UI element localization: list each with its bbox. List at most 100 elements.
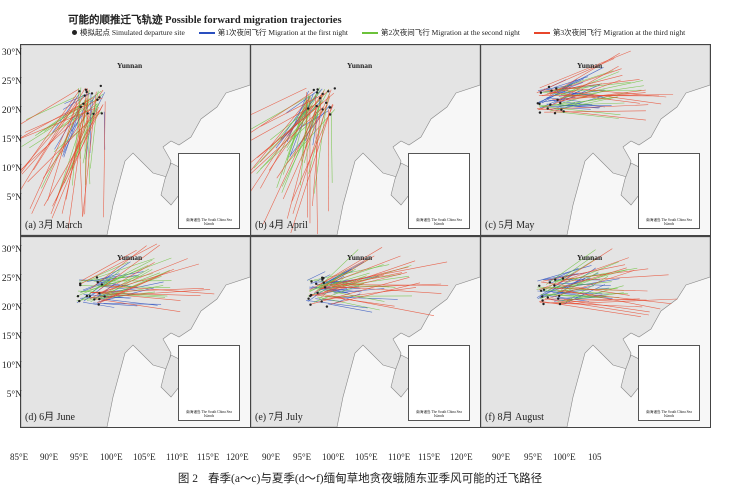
trajectory-line — [312, 93, 322, 207]
trajectory-line — [251, 106, 324, 174]
trajectory-line — [335, 261, 448, 284]
south-china-sea-inset: 南海诸岛 The South China Sea Islands — [408, 153, 470, 229]
departure-site-point — [92, 112, 95, 116]
departure-site-point — [329, 113, 332, 116]
trajectory-line — [538, 96, 619, 108]
panel-label: (b) 4月 April — [255, 220, 308, 231]
trajectory-line — [61, 100, 89, 214]
trajectory-line — [103, 270, 171, 299]
departure-site-point — [76, 295, 80, 298]
region-label: Yunnan — [347, 253, 373, 262]
trajectory-line — [549, 91, 640, 104]
departure-site-point — [79, 283, 82, 287]
trajectory-line — [309, 268, 356, 292]
trajectory-line — [544, 287, 648, 292]
trajectory-line — [310, 274, 331, 285]
trajectory-line — [251, 98, 309, 171]
departure-site-point — [85, 90, 88, 94]
trajectory-line — [21, 96, 85, 171]
trajectory-line — [308, 93, 330, 174]
lon-label: 110°E — [388, 452, 411, 462]
trajectory-line — [29, 103, 99, 149]
trajectory-line — [95, 281, 138, 288]
lon-label: 105 — [588, 452, 602, 462]
figure-caption: 图 2 春季(a～c)与夏季(d～f)缅甸草地贪夜蛾随东亚季风可能的迁飞路径 — [0, 470, 730, 486]
trajectory-line — [270, 100, 320, 141]
trajectory-line — [315, 95, 318, 235]
trajectory-line — [313, 264, 390, 281]
trajectory-line — [33, 87, 86, 171]
lat-label: 25°N — [1, 77, 22, 87]
trajectory-line — [77, 105, 83, 217]
legend-item-night3: 第3次夜间飞行 Migration at the third night — [533, 27, 685, 38]
lon-label: 95°E — [524, 452, 543, 462]
trajectory-line — [544, 110, 646, 113]
departure-site-point — [329, 106, 332, 109]
departure-site-point — [100, 112, 104, 115]
legend-items: 模拟起点 Simulated departure site 第1次夜间飞行 Mi… — [72, 27, 685, 38]
trajectory-line — [99, 274, 163, 304]
trajectory-line — [260, 93, 325, 127]
departure-site-point — [98, 297, 101, 301]
trajectory-line — [542, 264, 626, 282]
trajectory-line — [280, 97, 310, 139]
departure-site-point — [321, 108, 324, 111]
trajectory-line — [93, 298, 181, 312]
trajectory-line — [276, 104, 328, 179]
trajectory-line — [536, 108, 646, 121]
trajectory-line — [306, 92, 308, 218]
trajectory-line — [79, 243, 158, 285]
inset-caption: 南海诸岛 The South China Sea Islands — [186, 410, 232, 418]
region-label: Yunnan — [347, 61, 373, 70]
trajectory-line — [251, 87, 307, 115]
departure-site-point — [307, 107, 310, 110]
trajectory-line — [90, 289, 211, 298]
trajectory-line — [251, 96, 309, 130]
trajectory-line — [253, 105, 313, 169]
trajectory-line — [98, 285, 138, 291]
trajectory-line — [546, 97, 581, 102]
trajectory-line — [310, 277, 410, 305]
trajectory-line — [321, 293, 435, 316]
departure-site-point — [554, 278, 557, 281]
trajectory-line — [93, 280, 172, 282]
trajectory-line — [549, 70, 614, 93]
departure-site-point — [78, 299, 81, 303]
departure-site-point — [100, 283, 104, 286]
trajectory-line — [563, 90, 662, 105]
departure-site-point — [88, 295, 92, 298]
trajectory-line — [541, 106, 621, 116]
trajectory-line — [99, 244, 160, 291]
region-label: Yunnan — [117, 61, 143, 70]
trajectory-line — [51, 106, 99, 219]
departure-site-point — [555, 87, 558, 90]
departure-site-point — [327, 90, 330, 93]
trajectory-map — [251, 237, 480, 427]
trajectory-line — [332, 286, 442, 294]
departure-site-point — [84, 88, 88, 91]
trajectory-line — [42, 89, 104, 179]
departure-site-point — [315, 91, 319, 94]
trajectory-line — [81, 249, 137, 282]
trajectory-line — [557, 292, 624, 302]
trajectory-line — [539, 300, 641, 317]
trajectory-line — [316, 272, 407, 296]
red-line-icon — [533, 31, 550, 34]
trajectory-line — [101, 265, 149, 287]
departure-site-point — [549, 103, 552, 106]
trajectory-line — [564, 87, 667, 98]
legend-item-night2: 第2次夜间飞行 Migration at the second night — [361, 27, 520, 38]
trajectory-line — [291, 104, 334, 202]
lon-label: 95°E — [293, 452, 312, 462]
map-panel-august: Yunnan 南海诸岛 The South China Sea Islands … — [480, 236, 711, 428]
departure-site-point — [98, 96, 101, 99]
trajectory-line — [541, 75, 623, 97]
inset-caption: 南海诸岛 The South China Sea Islands — [646, 410, 692, 418]
departure-site-point — [97, 303, 100, 306]
lon-label: 90°E — [40, 452, 59, 462]
lat-label: 5°N — [6, 390, 22, 400]
departure-site-point — [316, 88, 319, 91]
trajectory-line — [537, 104, 649, 110]
departure-site-point — [90, 92, 94, 95]
trajectory-line — [558, 298, 678, 305]
